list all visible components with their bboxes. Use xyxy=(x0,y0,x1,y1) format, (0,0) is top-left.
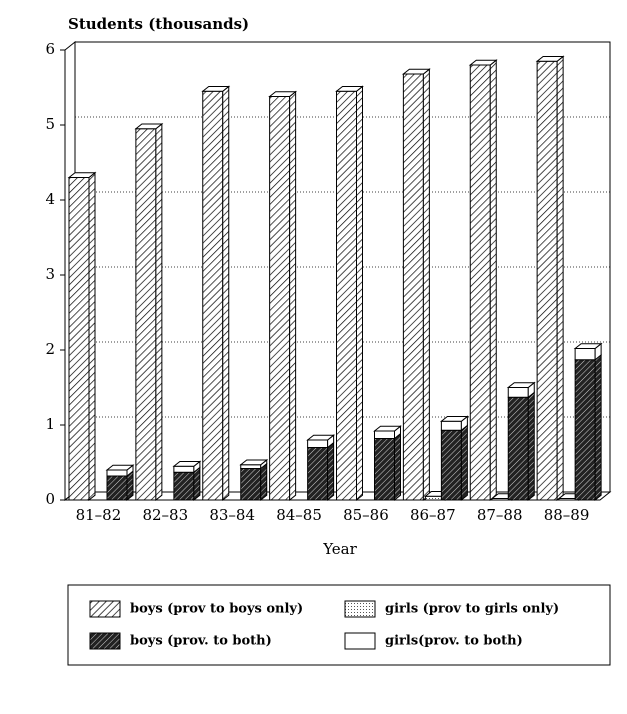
bar xyxy=(574,348,596,361)
bar xyxy=(536,60,558,501)
bar xyxy=(374,438,395,501)
bar xyxy=(402,73,424,501)
y-tick-label: 4 xyxy=(45,190,55,208)
legend-box xyxy=(67,584,611,666)
bar-top xyxy=(506,382,536,388)
bar xyxy=(202,90,224,501)
x-tick-label: 82–83 xyxy=(142,506,188,524)
bar-top xyxy=(239,459,269,466)
y-tick-label: 6 xyxy=(45,40,55,58)
x-tick-label: 85–86 xyxy=(343,506,389,524)
bar-top xyxy=(468,59,498,66)
legend-label: girls (prov to girls only) xyxy=(385,602,559,617)
bar-side xyxy=(88,171,96,502)
x-tick-label: 84–85 xyxy=(276,506,322,524)
bar xyxy=(135,128,157,501)
bar-side xyxy=(289,90,297,502)
bar xyxy=(440,429,462,501)
bar xyxy=(374,430,395,439)
bar-side xyxy=(460,424,468,502)
y-axis-label: Students (thousands) xyxy=(68,15,249,33)
bar xyxy=(507,396,529,501)
bar-top xyxy=(573,343,603,349)
bar-side xyxy=(222,85,230,502)
bar-side xyxy=(155,122,163,502)
bar-top xyxy=(401,68,431,75)
y-tick-label: 5 xyxy=(45,115,55,133)
bar-top xyxy=(306,434,336,441)
legend-swatch xyxy=(344,632,376,650)
bar-top xyxy=(335,85,364,92)
bar xyxy=(106,475,128,501)
bar xyxy=(106,469,128,477)
bar-side xyxy=(422,68,430,502)
y-tick-label: 0 xyxy=(45,490,55,508)
bar-side xyxy=(394,432,401,502)
bar xyxy=(307,447,329,501)
bar-top xyxy=(172,460,202,467)
bar xyxy=(173,471,195,501)
bar xyxy=(574,359,596,501)
bar-top xyxy=(105,464,135,471)
bar xyxy=(336,90,357,501)
legend-label: girls(prov. to both) xyxy=(385,634,523,649)
x-tick-label: 87–88 xyxy=(477,506,523,524)
bar xyxy=(240,468,262,501)
bar xyxy=(440,420,462,431)
bar-side xyxy=(260,462,268,502)
legend-swatch xyxy=(344,600,376,618)
bar-top xyxy=(201,85,231,92)
bar xyxy=(469,64,491,501)
legend-swatch xyxy=(89,600,121,618)
bar-side xyxy=(193,466,201,502)
bar-side xyxy=(594,353,602,502)
bar-side xyxy=(556,55,564,502)
bar-top xyxy=(134,123,164,130)
legend-swatch xyxy=(89,632,121,650)
bar-side xyxy=(356,85,363,502)
x-tick-label: 83–84 xyxy=(209,506,255,524)
bar-side xyxy=(489,59,497,502)
x-tick-label: 88–89 xyxy=(544,506,590,524)
x-axis-label: Year xyxy=(322,540,357,558)
x-tick-label: 86–87 xyxy=(410,506,456,524)
legend-label: boys (prov to boys only) xyxy=(130,602,303,617)
y-tick-label: 1 xyxy=(45,415,55,433)
y-tick-label: 3 xyxy=(45,265,55,283)
bar-top xyxy=(67,172,97,178)
bar-top xyxy=(439,415,469,422)
bar-top xyxy=(373,425,402,432)
x-tick-label: 81–82 xyxy=(76,506,122,524)
bar-side xyxy=(327,441,335,502)
bar xyxy=(507,387,529,398)
bar xyxy=(68,177,90,501)
bar-top xyxy=(535,55,565,62)
bar xyxy=(307,439,329,448)
bar xyxy=(269,96,291,501)
bar xyxy=(240,464,262,469)
bar-top xyxy=(268,91,298,97)
y-tick-label: 2 xyxy=(45,340,55,358)
bar-side xyxy=(527,391,535,502)
legend-label: boys (prov. to both) xyxy=(130,634,272,649)
bar xyxy=(173,465,195,473)
